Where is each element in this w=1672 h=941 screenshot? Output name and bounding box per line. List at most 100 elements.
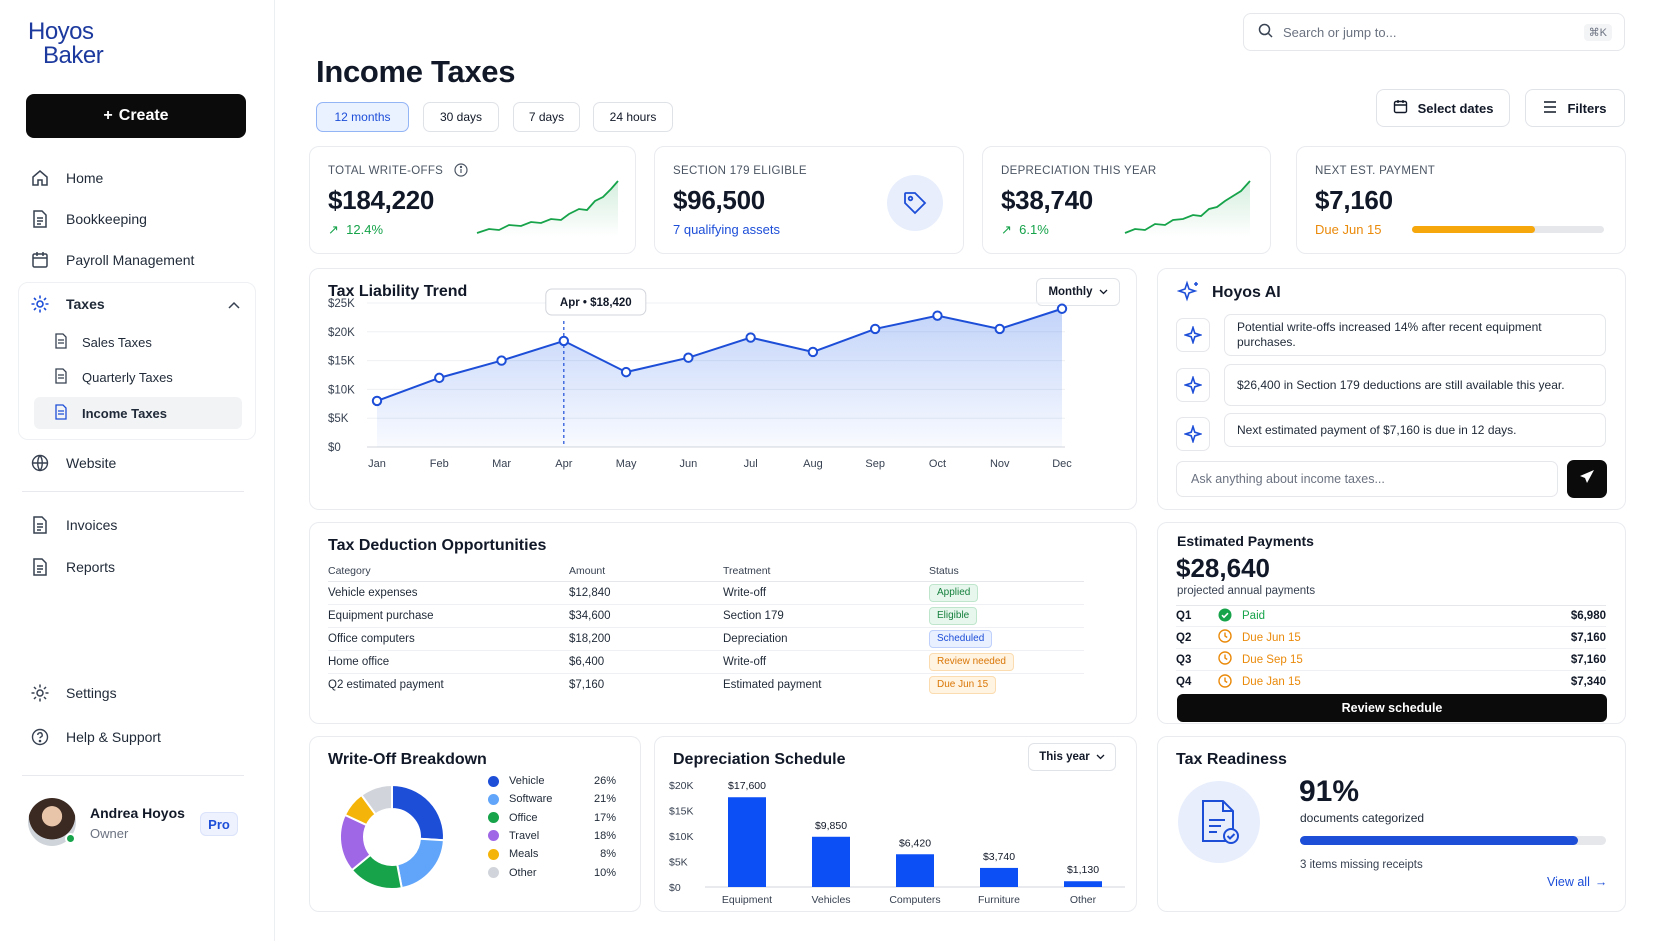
table-row[interactable]: Equipment purchase $34,600 Section 179 E… (328, 604, 1084, 628)
depreciation-bar-chart: $0 $5K $10K $15K $20K $17,600 Equipment $9,850 V… (669, 780, 1125, 906)
view-all-link[interactable]: View all → (1547, 875, 1607, 889)
range-24-hours[interactable]: 24 hours (593, 102, 673, 132)
chevron-down-icon (1099, 286, 1108, 298)
period-select[interactable]: This year (1028, 743, 1116, 771)
legend-swatch (488, 830, 499, 842)
cell-amount: $18,200 (569, 627, 723, 651)
legend-value: 21% (593, 793, 616, 806)
payment-row[interactable]: Q2 Due Jun 15 $7,160 (1176, 627, 1606, 649)
y-tick-label: $20K (328, 327, 355, 339)
payment-row[interactable]: Q3 Due Sep 15 $7,160 (1176, 649, 1606, 671)
bar (980, 867, 1018, 887)
sidebar-item-payroll[interactable]: Payroll Management (30, 245, 194, 275)
readiness-sub: documents categorized (1300, 811, 1425, 825)
send-button[interactable] (1567, 460, 1607, 498)
table-row[interactable]: Vehicle expenses $12,840 Write-off Appli… (328, 581, 1084, 605)
deductions-card: Tax Deduction Opportunities Category Amo… (309, 522, 1137, 724)
x-tick-label: Computers (889, 894, 940, 906)
clock-icon (1218, 651, 1232, 668)
gear-icon (30, 294, 50, 314)
legend-item: Office 17% (488, 809, 616, 827)
sidebar-item-bookkeeping[interactable]: Bookkeeping (30, 204, 147, 234)
cell-amount: $7,160 (569, 678, 605, 691)
sidebar-item-home[interactable]: Home (30, 163, 103, 193)
column-header: Category (328, 561, 569, 582)
status-text: Paid (1242, 610, 1266, 622)
select-dates-label: Select dates (1417, 100, 1494, 116)
table-row[interactable]: Home office $6,400 Write-off Review need… (328, 650, 1084, 674)
payment-status: Due Sep 15 (1218, 651, 1303, 668)
sidebar-label: Help & Support (66, 729, 161, 745)
sidebar: Hoyos Baker + Create Home Bookkeeping Pa… (0, 0, 275, 941)
write-off-donut-chart (339, 783, 445, 890)
cell-treatment: Write-off (723, 650, 929, 674)
filter-lines-icon (1543, 100, 1557, 116)
kpi-label: DEPRECIATION THIS YEAR (1001, 165, 1157, 177)
brand-line-2: Baker (43, 42, 104, 69)
payment-row[interactable]: Q4 Due Jan 15 $7,340 (1176, 671, 1606, 693)
document-icon (30, 557, 50, 577)
bar-value-label: $6,420 (899, 837, 931, 849)
legend-item: Other 10% (488, 864, 616, 882)
search-input[interactable]: Search or jump to... ⌘K (1243, 13, 1625, 51)
payment-amount: $6,980 (1570, 610, 1606, 622)
review-schedule-button[interactable]: Review schedule (1177, 694, 1607, 722)
legend-value: 17% (593, 811, 616, 824)
sidebar-item-website[interactable]: Website (30, 448, 116, 478)
x-tick-label: Nov (990, 458, 1010, 470)
y-tick-label: $0 (328, 442, 341, 454)
sparkle-icon (1176, 417, 1210, 451)
legend-value: 8% (600, 848, 616, 861)
plus-icon: + (103, 107, 113, 124)
sidebar-subitem-quarterly-taxes[interactable]: Quarterly Taxes (34, 361, 242, 393)
info-icon[interactable] (454, 163, 468, 182)
table-row[interactable]: Office computers $18,200 Depreciation Sc… (328, 627, 1084, 651)
x-tick-label: Furniture (978, 894, 1020, 906)
tooltip-box (545, 288, 647, 316)
select-dates-button[interactable]: Select dates (1376, 89, 1510, 127)
table-row[interactable]: Q2 estimated payment $7,160 Estimated pa… (328, 673, 1084, 696)
sidebar-item-settings[interactable]: Settings (30, 678, 117, 708)
range-12-months[interactable]: 12 months (316, 102, 409, 132)
sparkle-icon (1176, 318, 1210, 352)
period-select[interactable]: Monthly (1036, 278, 1120, 306)
chevron-up-icon[interactable] (228, 296, 240, 312)
status-badge: Scheduled (929, 629, 993, 648)
y-tick-label: $5K (669, 857, 688, 869)
write-off-card: Write-Off Breakdown Vehicle 26% Software 21… (309, 736, 641, 912)
sidebar-subitem-sales-taxes[interactable]: Sales Taxes (34, 326, 242, 358)
create-button[interactable]: + Create (26, 94, 246, 138)
cell-treatment: Estimated payment (723, 678, 822, 691)
sidebar-item-taxes[interactable]: Taxes (30, 289, 240, 319)
legend-item: Meals 8% (488, 845, 616, 863)
sidebar-item-reports[interactable]: Reports (30, 552, 115, 582)
kpi-value: $96,500 (673, 185, 765, 215)
brand-logo[interactable]: Hoyos Baker (28, 20, 104, 69)
x-tick-label: Sep (865, 458, 885, 470)
user-profile[interactable]: Andrea Hoyos Owner Pro (28, 798, 248, 850)
legend-value: 26% (593, 775, 616, 787)
range-30-days[interactable]: 30 days (423, 102, 499, 132)
kpi-trend: ↗ 6.1% (1001, 222, 1049, 238)
data-point (620, 366, 632, 378)
cell-category: Home office (328, 650, 569, 674)
y-tick-label: $15K (669, 806, 694, 818)
tax-liability-card: Tax Liability Trend Monthly $0 $5K $10K $15… (309, 268, 1137, 510)
gear-icon (30, 683, 50, 703)
filters-button[interactable]: Filters (1525, 89, 1625, 127)
ai-message: Next estimated payment of $7,160 is due … (1224, 413, 1606, 447)
ai-input[interactable]: Ask anything about income taxes... (1176, 461, 1558, 497)
y-tick-label: $5K (328, 413, 349, 425)
cell-status: Applied (929, 581, 1084, 605)
kpi-sub: 7 qualifying assets (673, 222, 780, 237)
sidebar-item-help[interactable]: Help & Support (30, 722, 161, 752)
deductions-table: Category Amount Treatment Status Vehicle… (328, 561, 1084, 696)
card-title: Tax Deduction Opportunities (328, 537, 547, 554)
search-icon (1258, 23, 1273, 41)
sidebar-item-invoices[interactable]: Invoices (30, 510, 117, 540)
range-7-days[interactable]: 7 days (513, 102, 580, 132)
data-point (496, 355, 507, 366)
arrow-up-right-icon: ↗ (328, 222, 339, 237)
sidebar-subitem-income-taxes[interactable]: Income Taxes (34, 397, 242, 429)
payment-row[interactable]: Q1 Paid $6,980 (1176, 605, 1606, 627)
